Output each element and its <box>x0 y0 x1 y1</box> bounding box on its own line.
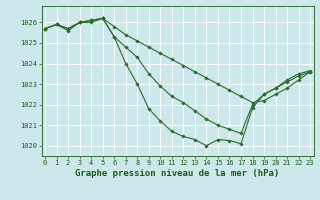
X-axis label: Graphe pression niveau de la mer (hPa): Graphe pression niveau de la mer (hPa) <box>76 169 280 178</box>
